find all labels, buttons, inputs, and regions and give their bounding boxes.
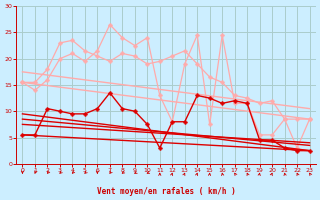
X-axis label: Vent moyen/en rafales ( km/h ): Vent moyen/en rafales ( km/h )	[97, 187, 236, 196]
